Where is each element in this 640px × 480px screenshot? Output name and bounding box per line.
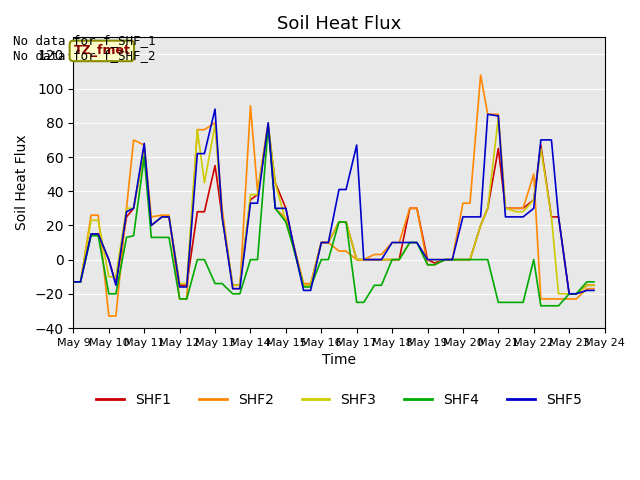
SHF3	[218, 214, 226, 220]
Title: Soil Heat Flux: Soil Heat Flux	[277, 15, 401, 33]
Line: SHF4: SHF4	[74, 126, 594, 306]
SHF5	[200, 151, 208, 156]
SHF3	[158, 214, 166, 220]
SHF5	[565, 291, 573, 297]
SHF3	[590, 282, 598, 288]
Text: TZ_fmet: TZ_fmet	[74, 45, 131, 58]
SHF1	[70, 279, 77, 285]
SHF2	[253, 188, 261, 194]
Line: SHF1: SHF1	[74, 126, 594, 294]
SHF4	[406, 240, 413, 245]
SHF1	[264, 123, 272, 129]
SHF4	[70, 279, 77, 285]
SHF1	[406, 205, 413, 211]
SHF1	[200, 209, 208, 215]
SHF5	[158, 214, 166, 220]
SHF2	[70, 279, 77, 285]
SHF2	[246, 103, 254, 108]
SHF2	[211, 120, 219, 126]
Line: SHF2: SHF2	[74, 75, 594, 316]
SHF2	[477, 72, 484, 78]
SHF5	[211, 106, 219, 112]
SHF1	[158, 214, 166, 220]
SHF4	[537, 303, 545, 309]
SHF4	[218, 281, 226, 287]
SHF1	[218, 214, 226, 220]
SHF5	[229, 286, 237, 291]
SHF1	[246, 197, 254, 203]
SHF5	[246, 200, 254, 206]
Y-axis label: Soil Heat Flux: Soil Heat Flux	[15, 135, 29, 230]
SHF5	[406, 240, 413, 245]
SHF4	[246, 257, 254, 263]
SHF1	[236, 282, 244, 288]
SHF2	[590, 286, 598, 291]
SHF2	[105, 313, 113, 319]
Line: SHF3: SHF3	[74, 118, 594, 294]
SHF1	[590, 282, 598, 288]
SHF3	[396, 257, 403, 263]
SHF5	[253, 200, 261, 206]
SHF1	[565, 291, 573, 297]
SHF2	[406, 205, 413, 211]
SHF3	[555, 291, 563, 297]
SHF4	[200, 257, 208, 263]
SHF2	[165, 212, 173, 218]
SHF4	[590, 279, 598, 285]
SHF3	[236, 282, 244, 288]
Line: SHF5: SHF5	[74, 109, 594, 294]
SHF3	[200, 180, 208, 186]
SHF4	[264, 123, 272, 129]
SHF5	[70, 279, 77, 285]
Legend: SHF1, SHF2, SHF3, SHF4, SHF5: SHF1, SHF2, SHF3, SHF4, SHF5	[91, 387, 587, 412]
Text: No data for f_SHF_1
No data for f_SHF_2: No data for f_SHF_1 No data for f_SHF_2	[13, 34, 156, 61]
SHF4	[158, 235, 166, 240]
SHF2	[229, 286, 237, 291]
SHF3	[495, 115, 502, 120]
SHF3	[70, 279, 77, 285]
SHF3	[246, 192, 254, 198]
X-axis label: Time: Time	[322, 353, 356, 367]
SHF4	[236, 291, 244, 297]
SHF5	[590, 288, 598, 293]
